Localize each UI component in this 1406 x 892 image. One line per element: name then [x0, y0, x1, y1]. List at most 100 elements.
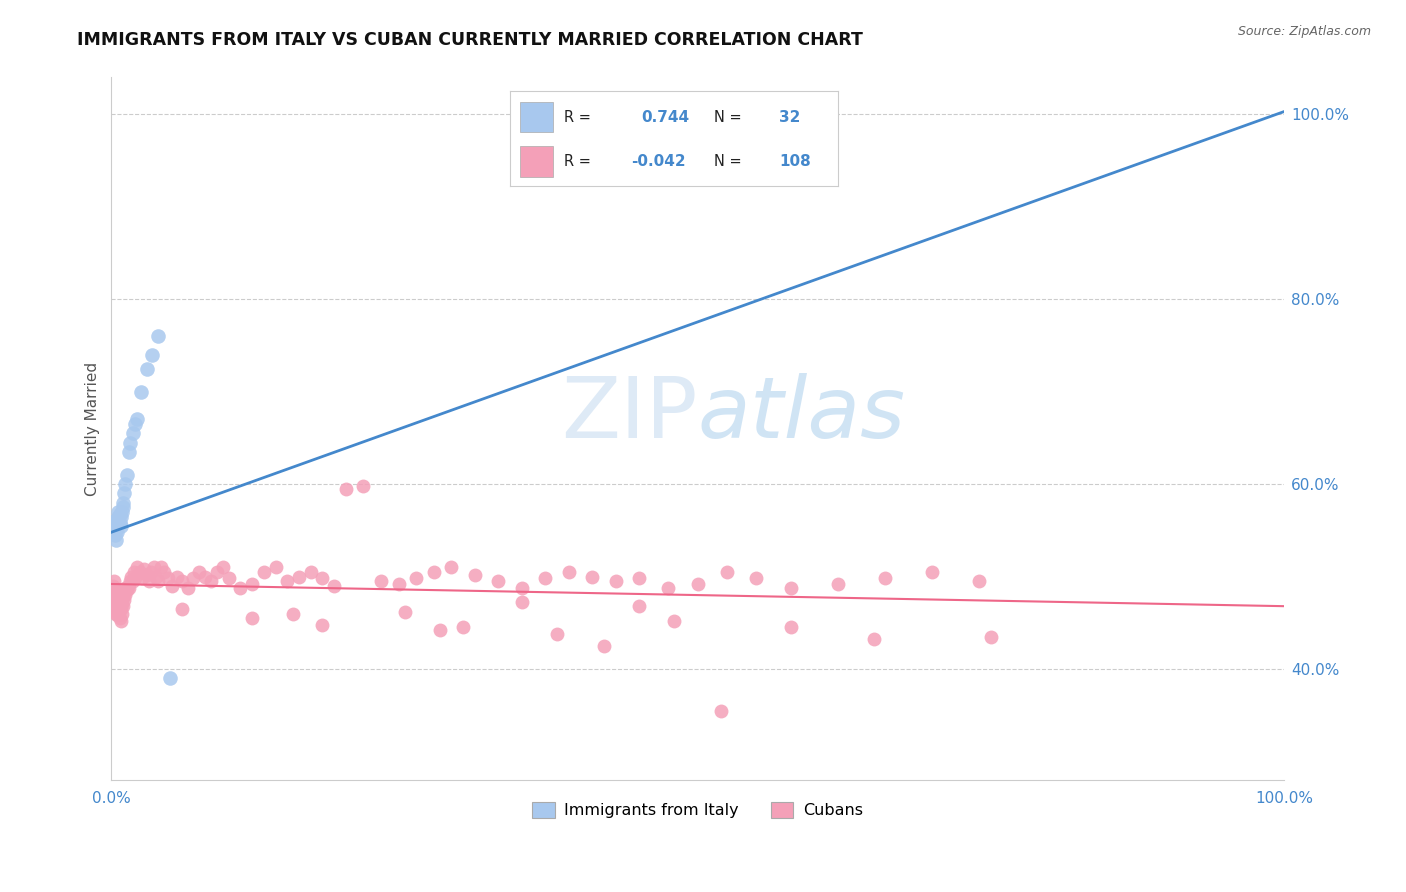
Point — [105, 522, 128, 536]
Point — [451, 620, 474, 634]
Point — [105, 590, 128, 604]
Point — [188, 565, 211, 579]
Point — [162, 579, 184, 593]
Point — [124, 571, 146, 585]
Point — [104, 516, 127, 530]
Point — [534, 571, 557, 585]
Point — [546, 117, 568, 131]
Point — [557, 565, 579, 579]
Point — [105, 586, 128, 600]
Point — [394, 605, 416, 619]
Point — [875, 571, 897, 585]
Point — [592, 639, 614, 653]
Text: atlas: atlas — [697, 373, 905, 456]
Point — [124, 417, 146, 431]
Point — [780, 620, 803, 634]
Point — [110, 602, 132, 616]
Point — [115, 583, 138, 598]
Point — [353, 479, 375, 493]
Point — [605, 574, 627, 589]
Point — [627, 571, 650, 585]
Point — [135, 361, 157, 376]
Point — [149, 560, 172, 574]
Point — [118, 445, 141, 459]
Point — [121, 426, 143, 441]
Point — [440, 560, 463, 574]
Point — [110, 614, 132, 628]
Point — [112, 500, 135, 515]
Text: Source: ZipAtlas.com: Source: ZipAtlas.com — [1237, 25, 1371, 38]
Point — [104, 602, 127, 616]
Point — [980, 630, 1002, 644]
Point — [323, 579, 346, 593]
Point — [101, 588, 124, 602]
Point — [121, 574, 143, 589]
Text: IMMIGRANTS FROM ITALY VS CUBAN CURRENTLY MARRIED CORRELATION CHART: IMMIGRANTS FROM ITALY VS CUBAN CURRENTLY… — [77, 31, 863, 49]
Point — [114, 581, 136, 595]
Point — [105, 516, 128, 530]
Legend: Immigrants from Italy, Cubans: Immigrants from Italy, Cubans — [526, 796, 869, 825]
Point — [108, 611, 131, 625]
Point — [264, 560, 287, 574]
Point — [104, 528, 127, 542]
Point — [423, 565, 446, 579]
Point — [745, 571, 768, 585]
Text: ZIP: ZIP — [561, 373, 697, 456]
Point — [112, 496, 135, 510]
Point — [276, 574, 298, 589]
Point — [156, 571, 179, 585]
Point — [118, 581, 141, 595]
Point — [664, 614, 686, 628]
Point — [120, 435, 142, 450]
Point — [108, 507, 131, 521]
Point — [103, 514, 125, 528]
Point — [120, 574, 142, 589]
Point — [111, 607, 134, 621]
Point — [105, 525, 128, 540]
Point — [194, 569, 217, 583]
Point — [253, 565, 276, 579]
Point — [299, 565, 322, 579]
Point — [103, 524, 125, 538]
Point — [862, 632, 884, 647]
Point — [211, 560, 233, 574]
Point — [581, 569, 603, 583]
Point — [281, 607, 304, 621]
Point — [716, 565, 738, 579]
Point — [967, 574, 990, 589]
Point — [112, 486, 135, 500]
Point — [108, 599, 131, 614]
Point — [370, 574, 392, 589]
Point — [205, 565, 228, 579]
Point — [827, 577, 849, 591]
Point — [710, 704, 733, 718]
Point — [105, 607, 128, 621]
Point — [103, 597, 125, 611]
Point — [117, 579, 139, 593]
Point — [388, 577, 411, 591]
Point — [108, 516, 131, 530]
Point — [101, 579, 124, 593]
Point — [127, 412, 149, 426]
Point — [141, 348, 163, 362]
Point — [103, 574, 125, 589]
Point — [115, 467, 138, 482]
Point — [240, 577, 263, 591]
Point — [107, 605, 129, 619]
Point — [110, 509, 132, 524]
Point — [686, 577, 709, 591]
Point — [405, 571, 427, 585]
Point — [104, 581, 127, 595]
Point — [110, 518, 132, 533]
Point — [105, 533, 128, 547]
Point — [921, 565, 943, 579]
Point — [218, 571, 240, 585]
Point — [103, 583, 125, 598]
Point — [141, 565, 163, 579]
Point — [142, 560, 165, 574]
Point — [335, 482, 357, 496]
Point — [128, 565, 150, 579]
Point — [114, 588, 136, 602]
Point — [114, 477, 136, 491]
Point — [107, 505, 129, 519]
